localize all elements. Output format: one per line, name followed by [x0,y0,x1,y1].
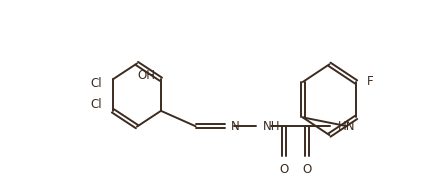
Text: HN: HN [338,120,356,133]
Text: NH: NH [264,120,281,133]
Text: OH: OH [137,69,155,82]
Text: O: O [279,163,289,176]
Text: N: N [231,120,240,133]
Text: O: O [303,163,312,176]
Text: Cl: Cl [90,77,102,90]
Text: Cl: Cl [90,98,102,111]
Text: F: F [367,75,374,88]
